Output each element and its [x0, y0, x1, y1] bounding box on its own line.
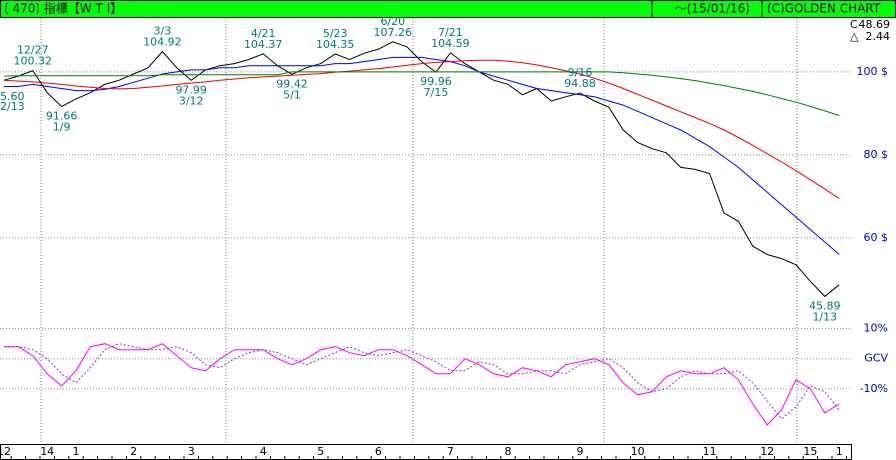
x-tick-label: 12 [760, 445, 774, 458]
x-tick-label: 2 [130, 445, 137, 458]
x-tick-label: 9 [577, 445, 584, 458]
annotation-date: 3/3 [154, 25, 172, 38]
x-tick-label: 3 [188, 445, 195, 458]
x-tick-label: 7 [447, 445, 454, 458]
annotation-value: 107.26 [374, 26, 413, 39]
header-title: ( 470) 指標【W T I】 [4, 1, 122, 16]
annotation-date: 9/16 [568, 66, 593, 79]
annotation-value: 97.99 [175, 83, 207, 96]
info-value: 48.69 [859, 18, 891, 31]
annotation-date: 6/20 [380, 15, 405, 28]
y-tick-label: GCV [864, 352, 888, 365]
annotation-value: 104.37 [244, 38, 283, 51]
x-axis-box [0, 444, 852, 460]
x-tick-label: 12 [0, 445, 11, 458]
series-line [4, 56, 840, 255]
x-tick-label: 4 [260, 445, 267, 458]
series-line [3, 59, 840, 199]
annotation-value: 94.88 [564, 77, 596, 90]
annotation-date: 12/27 [17, 44, 49, 57]
annotation-date: 7/15 [424, 86, 449, 99]
annotation-value: 99.42 [276, 77, 308, 90]
x-tick-label: 14 [40, 445, 54, 458]
annotation-date: 4/21 [251, 27, 276, 40]
annotation-date: 2/13 [0, 100, 25, 113]
x-tick-label: 1 [73, 445, 80, 458]
series-line [4, 343, 840, 426]
annotation-value: 104.35 [316, 38, 355, 51]
x-tick-label: 10 [631, 445, 645, 458]
y-tick-label: -10% [860, 382, 888, 395]
annotation-value: 99.96 [420, 75, 452, 88]
annotation-date: 1/13 [812, 310, 837, 323]
annotation-date: 5/1 [283, 88, 301, 101]
annotation-date: 1/9 [53, 121, 71, 134]
x-tick-label: 6 [375, 445, 382, 458]
x-tick-label: 8 [505, 445, 512, 458]
series-line [3, 71, 840, 116]
annotation-date: 3/12 [179, 94, 204, 107]
annotation-value: 100.32 [14, 55, 53, 68]
annotation-value: 104.92 [143, 36, 182, 49]
plot-layer: 100 $80 $60 $12 14 1 2 3 4 5 6 7 8 9 10 11 12 15 15.602… [0, 15, 890, 460]
y-tick-label: 10% [864, 322, 888, 335]
x-tick-label: 15 [803, 445, 817, 458]
y-tick-label: 60 $ [864, 231, 889, 244]
annotation-value: 104.59 [431, 37, 470, 50]
info-label: △ [850, 30, 859, 43]
series-line [3, 41, 840, 298]
annotation-value: 45.89 [809, 299, 841, 312]
header-bar [0, 0, 896, 18]
x-tick-label: 1 [836, 445, 843, 458]
header-period: 〜(15/01/16) [675, 2, 750, 16]
annotation-date: 7/21 [438, 26, 463, 39]
x-tick-label: 5 [317, 445, 324, 458]
annotation-date: 5/23 [323, 27, 348, 40]
annotation-value: 91.66 [46, 110, 78, 123]
info-value: 2.44 [866, 30, 891, 43]
annotation-value: 5.60 [0, 90, 25, 103]
y-tick-label: 80 $ [864, 148, 889, 161]
info-label: C [850, 18, 858, 31]
y-tick-label: 100 $ [857, 65, 889, 78]
x-tick-label: 11 [703, 445, 717, 458]
header-copyright: (C)GOLDEN CHART [767, 2, 881, 16]
